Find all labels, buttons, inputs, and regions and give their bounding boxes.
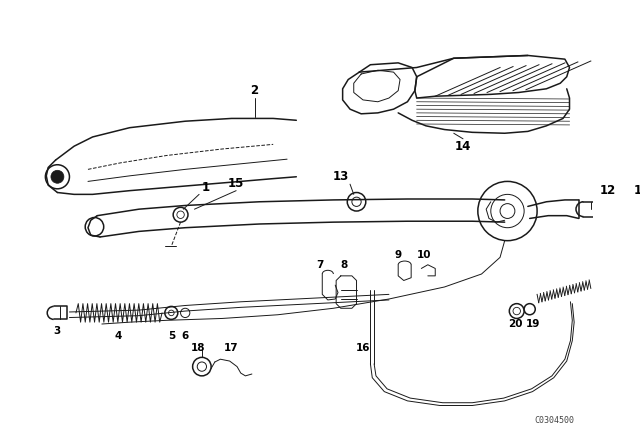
Circle shape — [45, 165, 70, 189]
Text: 5: 5 — [168, 331, 175, 341]
Circle shape — [85, 218, 104, 236]
Text: 2: 2 — [251, 84, 259, 97]
Text: 12: 12 — [599, 184, 616, 197]
Text: 11: 11 — [634, 184, 640, 197]
Text: 17: 17 — [224, 343, 239, 353]
Circle shape — [51, 170, 64, 183]
Text: 10: 10 — [417, 250, 431, 260]
Text: 4: 4 — [115, 331, 122, 341]
Circle shape — [524, 304, 535, 315]
Circle shape — [193, 358, 211, 376]
Circle shape — [173, 207, 188, 222]
Text: 14: 14 — [455, 140, 471, 153]
Circle shape — [352, 197, 361, 207]
Circle shape — [180, 308, 190, 318]
Circle shape — [177, 211, 184, 219]
Text: 20: 20 — [508, 319, 522, 329]
Text: 9: 9 — [395, 250, 402, 260]
Circle shape — [513, 307, 520, 315]
Text: 13: 13 — [333, 170, 349, 183]
Text: 7: 7 — [316, 260, 323, 270]
Text: C0304500: C0304500 — [534, 416, 574, 425]
Text: 19: 19 — [526, 319, 541, 329]
Circle shape — [509, 304, 524, 319]
Circle shape — [165, 306, 178, 319]
Circle shape — [168, 310, 174, 316]
Circle shape — [197, 362, 207, 371]
Text: 16: 16 — [356, 343, 371, 353]
Circle shape — [348, 193, 366, 211]
Text: 3: 3 — [54, 327, 61, 336]
Circle shape — [491, 194, 524, 228]
Circle shape — [478, 181, 537, 241]
Text: 1: 1 — [202, 181, 210, 194]
Text: 18: 18 — [191, 343, 205, 353]
Text: 8: 8 — [341, 260, 348, 270]
Text: 6: 6 — [182, 331, 189, 341]
Circle shape — [500, 204, 515, 219]
Text: 15: 15 — [228, 177, 244, 190]
